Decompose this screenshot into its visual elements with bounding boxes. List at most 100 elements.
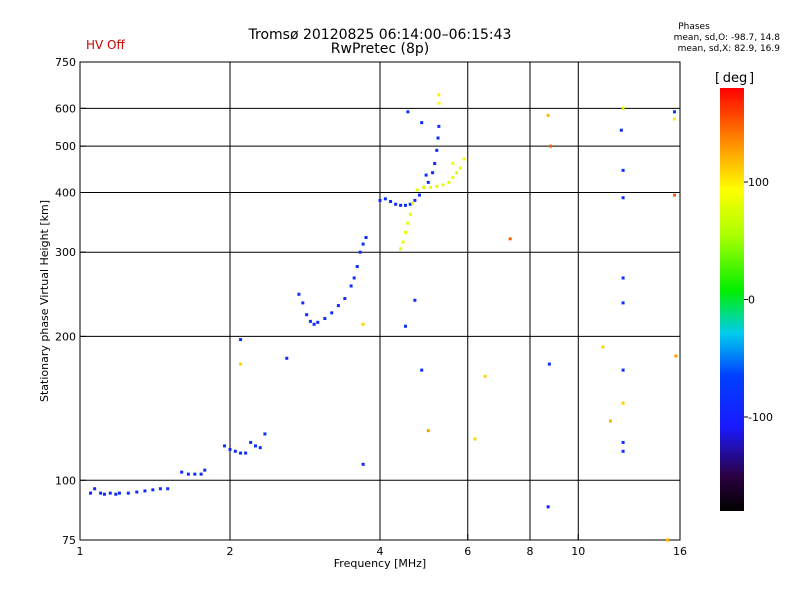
o-mode-point: [621, 368, 625, 372]
phases-o-stats: mean, sd,O: -98.7, 14.8: [673, 33, 780, 43]
o-mode-point: [199, 472, 203, 476]
o-mode-point: [143, 489, 147, 493]
o-mode-point: [424, 173, 428, 177]
o-mode-point: [394, 202, 398, 206]
x-mode-point: [458, 166, 462, 170]
o-mode-point: [621, 301, 625, 305]
o-mode-point: [312, 322, 316, 326]
o-mode-point: [621, 449, 625, 453]
x-mode-point: [422, 185, 426, 189]
o-mode-point: [151, 488, 155, 492]
o-mode-point: [99, 491, 103, 495]
y-tick-label: 200: [55, 330, 76, 343]
phases-x-stats: mean, sd,X: 82.9, 16.9: [677, 44, 780, 54]
y-tick-label: 500: [55, 140, 76, 153]
o-mode-point: [417, 193, 421, 197]
o-mode-point: [361, 242, 365, 246]
o-mode-point: [378, 198, 382, 202]
phase-stats: Phases mean, sd,O: -98.7, 14.8 mean, sd,…: [608, 22, 780, 55]
x-mode-point: [665, 538, 669, 542]
o-mode-point: [546, 505, 550, 509]
o-mode-point: [323, 316, 327, 320]
o-mode-point: [297, 292, 301, 296]
o-mode-point: [673, 110, 677, 114]
x-tick-label: 8: [527, 545, 534, 558]
o-mode-point: [619, 128, 623, 132]
o-mode-point: [89, 491, 93, 495]
y-tick-label: 100: [55, 474, 76, 487]
x-mode-point: [508, 237, 512, 241]
o-mode-point: [203, 468, 207, 472]
axis-ticks: 1 2 4 6 8 10 16 75 100 200 300 400 500 600 750: [55, 56, 687, 558]
o-mode-point: [308, 319, 312, 323]
x-mode-point: [435, 184, 439, 188]
x-mode-point: [415, 188, 419, 192]
colorbar: [720, 88, 744, 511]
x-tick-label: 16: [673, 545, 687, 558]
x-mode-point: [428, 185, 432, 189]
o-mode-point: [413, 198, 417, 202]
o-mode-point: [223, 444, 227, 448]
chart-title: Tromsø 20120825 06:14:00–06:15:43: [248, 27, 512, 43]
o-mode-point: [193, 472, 197, 476]
y-tick-label: 750: [55, 56, 76, 69]
o-mode-point: [355, 265, 359, 269]
o-mode-point: [621, 276, 625, 280]
x-mode-point: [673, 117, 677, 121]
x-mode-point: [673, 193, 677, 197]
o-mode-point: [361, 462, 365, 466]
o-mode-point: [406, 110, 410, 114]
x-mode-point: [483, 374, 487, 378]
o-mode-point: [389, 200, 393, 204]
o-mode-point: [117, 491, 121, 495]
y-tick-label: 300: [55, 246, 76, 259]
o-mode-point: [126, 491, 130, 495]
x-mode-point: [406, 221, 410, 225]
o-mode-point: [352, 276, 356, 280]
x-mode-point: [451, 161, 455, 165]
o-mode-point: [383, 197, 387, 201]
data-points: [89, 93, 678, 542]
x-mode-point: [437, 101, 441, 105]
o-mode-point: [228, 447, 232, 451]
o-mode-point: [108, 491, 112, 495]
o-mode-point: [135, 490, 139, 494]
x-mode-point: [399, 247, 403, 251]
o-mode-point: [166, 487, 170, 491]
colorbar-ticks: 100 0 -100: [744, 176, 773, 424]
x-mode-point: [455, 171, 459, 175]
o-mode-point: [114, 492, 118, 496]
x-mode-point: [426, 429, 430, 433]
x-tick-label: 10: [571, 545, 585, 558]
o-mode-point: [103, 492, 107, 496]
x-mode-point: [621, 106, 625, 110]
o-mode-point: [301, 301, 305, 305]
o-mode-point: [285, 356, 289, 360]
colorbar-bracket-right: ]: [749, 71, 754, 86]
phases-title: Phases: [678, 22, 710, 32]
o-mode-point: [420, 368, 424, 372]
colorbar-bracket-left: [: [715, 71, 720, 86]
o-mode-point: [547, 362, 551, 366]
x-mode-point: [403, 230, 407, 234]
x-mode-point: [473, 437, 477, 441]
o-mode-point: [621, 168, 625, 172]
o-mode-point: [158, 487, 162, 491]
o-mode-point: [436, 136, 440, 140]
x-mode-point: [408, 212, 412, 216]
colorbar-tick-label: 100: [748, 176, 769, 189]
x-mode-point: [239, 362, 243, 366]
o-mode-point: [180, 470, 184, 474]
x-mode-point: [674, 354, 678, 358]
o-mode-point: [437, 124, 441, 128]
o-mode-point: [249, 440, 253, 444]
o-mode-point: [305, 313, 309, 317]
o-mode-point: [403, 324, 407, 328]
o-mode-point: [186, 472, 190, 476]
o-mode-point: [93, 487, 97, 491]
y-tick-label: 600: [55, 102, 76, 115]
x-mode-point: [451, 175, 455, 179]
x-mode-point: [437, 93, 441, 97]
o-mode-point: [343, 297, 347, 301]
